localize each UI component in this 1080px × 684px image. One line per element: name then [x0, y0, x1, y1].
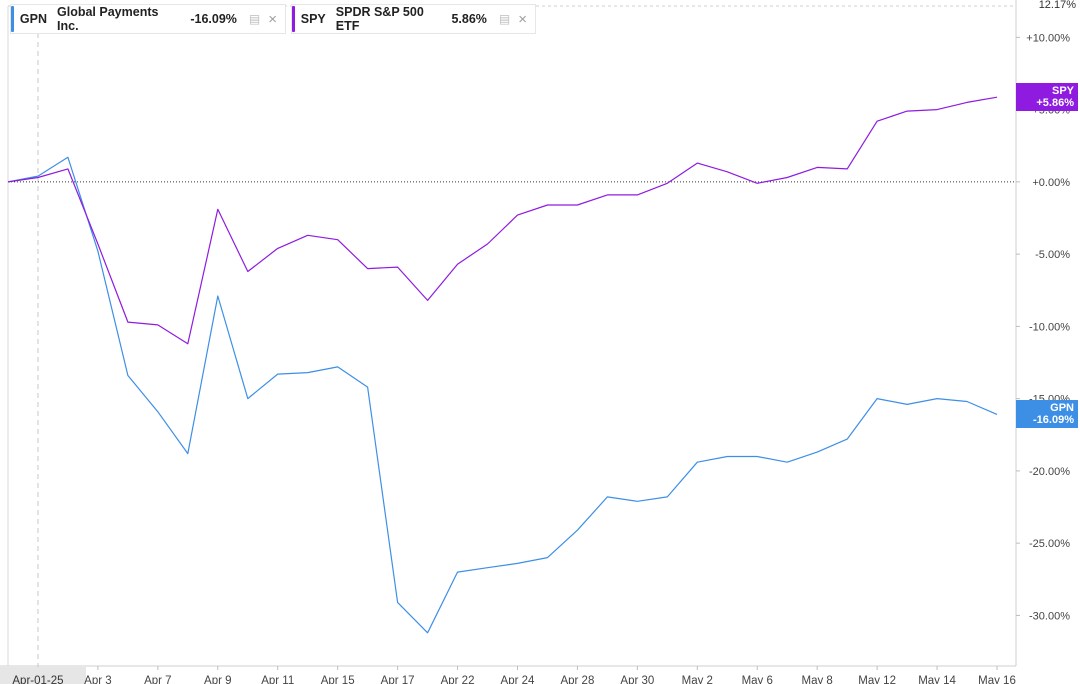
legend-symbol: GPN: [19, 12, 48, 26]
x-crosshair-label-bg: [0, 667, 86, 684]
close-icon[interactable]: ×: [268, 10, 277, 28]
legend-change: 5.86%: [451, 12, 487, 26]
legend-color-bar: [292, 6, 295, 32]
x-tick-label: May 16: [978, 675, 1016, 684]
x-tick-label: Apr 11: [261, 675, 294, 684]
legend-name: Global Payments Inc.: [57, 5, 159, 33]
x-tick-label: May 6: [742, 675, 773, 684]
legend-color-bar: [11, 6, 14, 32]
x-tick-label: Apr 3: [84, 675, 112, 684]
top-percent-label: 12.17%: [1018, 0, 1080, 11]
y-tick-label: -25.00%: [1029, 538, 1070, 550]
tag-value: +5.86%: [1036, 97, 1074, 110]
x-tick-label: Apr 9: [204, 675, 232, 684]
y-tick-label: -5.00%: [1035, 249, 1070, 261]
x-axis: Apr-01-25 Apr 3 Apr 7 Apr 9 Apr 11 Apr 15 Apr …: [0, 666, 1016, 684]
x-tick-label: May 2: [682, 675, 713, 684]
close-icon[interactable]: ×: [518, 10, 527, 28]
series-line-spy: [7, 96, 998, 345]
y-tick-label: -20.00%: [1029, 466, 1070, 478]
tag-symbol: GPN: [1050, 402, 1074, 415]
series-lines: [7, 96, 998, 634]
y-tick-label: -10.00%: [1029, 321, 1070, 333]
y-tick-label: -30.00%: [1029, 610, 1070, 622]
x-tick-label: Apr 28: [560, 675, 594, 684]
legend-symbol: SPY: [300, 12, 326, 26]
x-tick-label: May 8: [802, 675, 833, 684]
y-tick-label: +10.00%: [1026, 32, 1070, 44]
tag-symbol: SPY: [1051, 85, 1074, 98]
x-tick-label: Apr-01-25: [12, 675, 63, 684]
y-tick-label: +0.00%: [1032, 177, 1070, 189]
chart-settings-icon[interactable]: ▤: [248, 12, 261, 26]
x-tick-label: Apr 7: [144, 675, 172, 684]
x-tick-label: Apr 24: [501, 675, 535, 684]
legend-change: -16.09%: [190, 12, 237, 26]
x-tick-label: May 12: [858, 675, 896, 684]
price-tag-gpn: GPN -16.09%: [1016, 400, 1078, 429]
grid-lines: [0, 0, 1017, 667]
chart-settings-icon[interactable]: ▤: [498, 12, 511, 26]
x-tick-label: Apr 15: [321, 675, 355, 684]
series-line-gpn: [7, 156, 998, 634]
x-tick-label: Apr 30: [620, 675, 654, 684]
legend-name: SPDR S&P 500 ETF: [335, 5, 424, 33]
tag-value: -16.09%: [1033, 414, 1074, 427]
price-tag-spy: SPY +5.86%: [1016, 83, 1078, 112]
legend-item-gpn[interactable]: GPN Global Payments Inc. -16.09% ▤ ×: [10, 4, 286, 34]
legend-item-spy[interactable]: SPY SPDR S&P 500 ETF 5.86% ▤ ×: [291, 4, 536, 34]
x-tick-label: Apr 22: [441, 675, 475, 684]
x-tick-label: May 14: [918, 675, 956, 684]
x-tick-label: Apr 17: [381, 675, 415, 684]
y-axis: +10.00%+5.00%+0.00%-5.00%-10.00%-15.00%-…: [1016, 32, 1070, 622]
